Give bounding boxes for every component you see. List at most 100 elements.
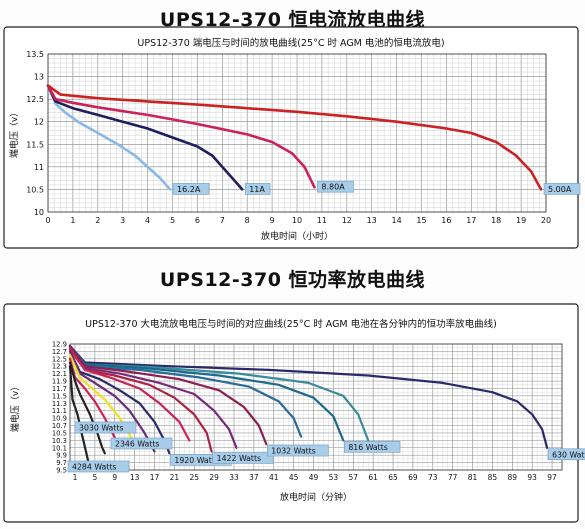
chart2-y-tick-label: 12.9 [52,341,67,349]
chart2-series-label: 2346 Watts [115,440,160,449]
chart2-series-label: 1422 Watts [217,454,261,463]
chart2-series-label-box [74,421,137,434]
chart2-y-tick-label: 9.5 [56,467,67,475]
chart2-x-tick-label: 85 [488,473,498,482]
chart2-series-line [68,348,191,442]
chart1-series-label-box [543,183,581,195]
chart2-x-tick-label: 25 [189,473,199,482]
chart2-x-tick-label: 37 [249,473,259,482]
chart1-y-tick-label: 10 [34,208,44,217]
chart1-plot-border [47,53,547,213]
heading-constant-current: UPS12-370 恒电流放电曲线 [159,9,426,31]
chart2-y-tick-label: 10.5 [52,429,67,437]
chart2-series-label-box [212,452,274,464]
chart2-y-tick-label: 10.1 [52,444,67,452]
chart1-x-tick-label: 17 [466,216,476,225]
chart2-series-line [68,344,345,442]
chart2-series-label-box [344,441,401,453]
chart1-x-tick-label: 8 [245,216,250,225]
chart2-series-line [68,361,106,455]
chart2-title: UPS12-370 大电流放电电压与时间的对应曲线(25°C 时 AGM 电池在… [85,318,497,330]
chart1-series-label-box [172,183,210,195]
chart1-x-tick-label: 1 [70,216,75,225]
chart2-x-tick-label: 21 [170,473,180,482]
chart1-x-tick-label: 7 [220,216,225,225]
chart1-series-label: 16.2A [177,185,201,194]
chart2-series-label: 3030 Watts [79,424,124,433]
chart1-x-tick-label: 6 [195,216,200,225]
chart2-x-tick-label: 65 [388,473,398,482]
chart1-x-tick-label: 14 [392,216,402,225]
chart1-x-tick-label: 20 [541,216,551,225]
chart1-series-line [46,84,244,191]
chart2-y-tick-label: 12.7 [52,348,67,356]
chart1-y-tick-label: 11.5 [26,140,44,149]
chart2-y-tick-label: 12.5 [52,355,67,363]
chart2-y-tick-label: 11.3 [52,400,67,408]
chart1-y-tick-label: 13 [34,73,44,82]
chart2-x-tick-label: 53 [329,473,339,482]
chart2-series-label-box [67,460,130,473]
chart2-y-tick-label: 9.9 [56,452,67,460]
chart2-x-tick-label: 73 [428,473,438,482]
chart1-title: UPS12-370 端电压与时间的放电曲线(25°C 时 AGM 电池的恒电流放… [137,37,444,49]
chart1-frame [3,26,579,249]
chart2-y-tick-label: 10.3 [52,437,67,445]
chart1-series-line [46,84,316,189]
chart2-y-tick-label: 9.7 [56,459,67,467]
chart1-series-line [46,84,172,191]
chart1-x-tick-label: 18 [491,216,501,225]
chart2-frame [3,303,579,523]
chart1-x-tick-label: 16 [441,216,451,225]
chart2-x-tick-label: 93 [527,473,537,482]
chart2-y-tick-label: 10.9 [52,415,67,423]
chart1-y-tick-label: 12 [34,118,44,127]
chart2-y-tick-label: 11.5 [52,392,67,400]
chart2-series-label-box [267,444,329,457]
chart1-x-tick-label: 3 [120,216,125,225]
chart2-x-tick-label: 9 [112,473,117,482]
chart2-series-label: 816 Watts [348,443,388,452]
chart1-x-tick-label: 5 [170,216,175,225]
chart2-y-tick-label: 12.1 [52,370,67,378]
chart2-series-label: 630 Watts [552,450,585,459]
chart1-y-axis-label: 端电压（v） [8,108,20,158]
chart2-y-tick-label: 11.9 [52,378,67,386]
chart2-x-tick-label: 1 [73,473,78,482]
heading-constant-power: UPS12-370 恒功率放电曲线 [159,269,426,291]
chart1-x-tick-label: 10 [292,216,302,225]
chart2-x-tick-label: 13 [130,473,140,482]
chart2-plot-border [69,343,563,471]
chart2-series-label: 4284 Watts [72,463,117,472]
chart1-series-label: 8.80A [321,183,345,192]
chart1-x-tick-label: 19 [516,216,526,225]
chart1-x-tick-label: 11 [317,216,327,225]
chart1-x-axis-label: 放电时间（小时） [261,230,333,242]
chart2-series-line [68,350,156,453]
chart1-y-tick-label: 13.5 [26,50,44,59]
chart2-x-tick-label: 57 [348,473,358,482]
chart1-x-tick-label: 0 [45,216,50,225]
chart2-series-line [68,350,171,455]
chart2-series-line [68,344,549,449]
chart2-y-tick-label: 11.7 [52,385,67,393]
chart1-y-tick-label: 11 [34,163,44,172]
chart2-y-tick-label: 10.7 [52,422,67,430]
chart1-series-label-box [317,180,354,193]
chart2-x-tick-label: 33 [229,473,239,482]
chart1-x-tick-label: 4 [145,216,150,225]
chart2-x-tick-label: 45 [289,473,299,482]
chart2-x-tick-label: 89 [508,473,518,482]
chart2-x-tick-label: 49 [309,473,319,482]
chart1-x-tick-label: 9 [270,216,275,225]
chart1-x-tick-label: 2 [95,216,100,225]
chart2-series-line [68,346,238,449]
chart2-y-tick-label: 11.1 [52,407,67,415]
chart2-series-label: 1920 Watts [174,456,219,465]
chart2-x-tick-label: 81 [468,473,478,482]
chart1-x-tick-label: 12 [342,216,352,225]
chart2-x-axis-label: 放电时间（分钟） [280,491,352,503]
chart2-x-tick-label: 41 [269,473,279,482]
chart2-x-tick-label: 77 [448,473,458,482]
